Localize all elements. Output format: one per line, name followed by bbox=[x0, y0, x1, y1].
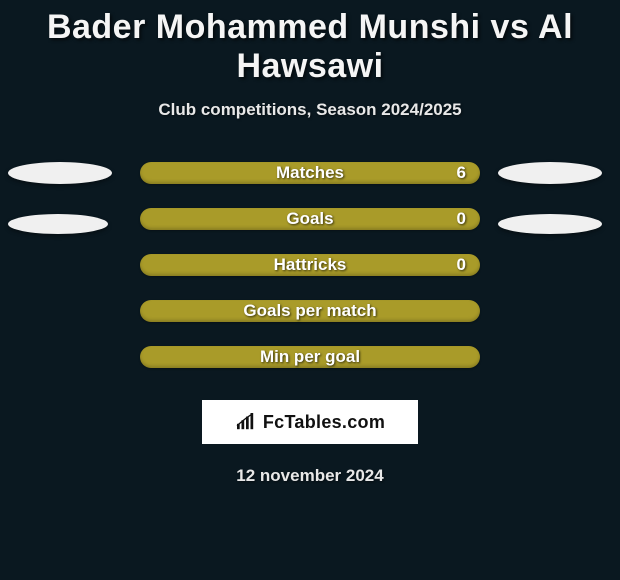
left-marker-ellipse bbox=[8, 162, 112, 184]
stat-bar: Goals0 bbox=[140, 208, 480, 230]
stat-value: 0 bbox=[457, 255, 466, 275]
stat-label: Min per goal bbox=[140, 347, 480, 367]
stat-label: Goals per match bbox=[140, 301, 480, 321]
stat-row: Hattricks0 bbox=[0, 254, 620, 276]
stat-label: Matches bbox=[140, 163, 480, 183]
brand-text: FcTables.com bbox=[263, 412, 385, 433]
stat-label: Hattricks bbox=[140, 255, 480, 275]
stat-row: Min per goal bbox=[0, 346, 620, 368]
stat-row: Goals per match bbox=[0, 300, 620, 322]
right-marker-ellipse bbox=[498, 214, 602, 234]
stat-bar: Goals per match bbox=[140, 300, 480, 322]
stat-label: Goals bbox=[140, 209, 480, 229]
date-label: 12 november 2024 bbox=[0, 466, 620, 486]
page-subtitle: Club competitions, Season 2024/2025 bbox=[0, 100, 620, 120]
stat-rows: Matches6Goals0Hattricks0Goals per matchM… bbox=[0, 162, 620, 368]
brand-badge[interactable]: FcTables.com bbox=[202, 400, 418, 444]
stat-bar: Hattricks0 bbox=[140, 254, 480, 276]
comparison-card: Bader Mohammed Munshi vs Al Hawsawi Club… bbox=[0, 0, 620, 486]
stat-bar: Matches6 bbox=[140, 162, 480, 184]
stat-row: Goals0 bbox=[0, 208, 620, 230]
brand-chart-icon bbox=[235, 413, 257, 431]
right-marker-ellipse bbox=[498, 162, 602, 184]
stat-bar: Min per goal bbox=[140, 346, 480, 368]
left-marker-ellipse bbox=[8, 214, 108, 234]
stat-row: Matches6 bbox=[0, 162, 620, 184]
stat-value: 6 bbox=[457, 163, 466, 183]
page-title: Bader Mohammed Munshi vs Al Hawsawi bbox=[0, 8, 620, 86]
stat-value: 0 bbox=[457, 209, 466, 229]
